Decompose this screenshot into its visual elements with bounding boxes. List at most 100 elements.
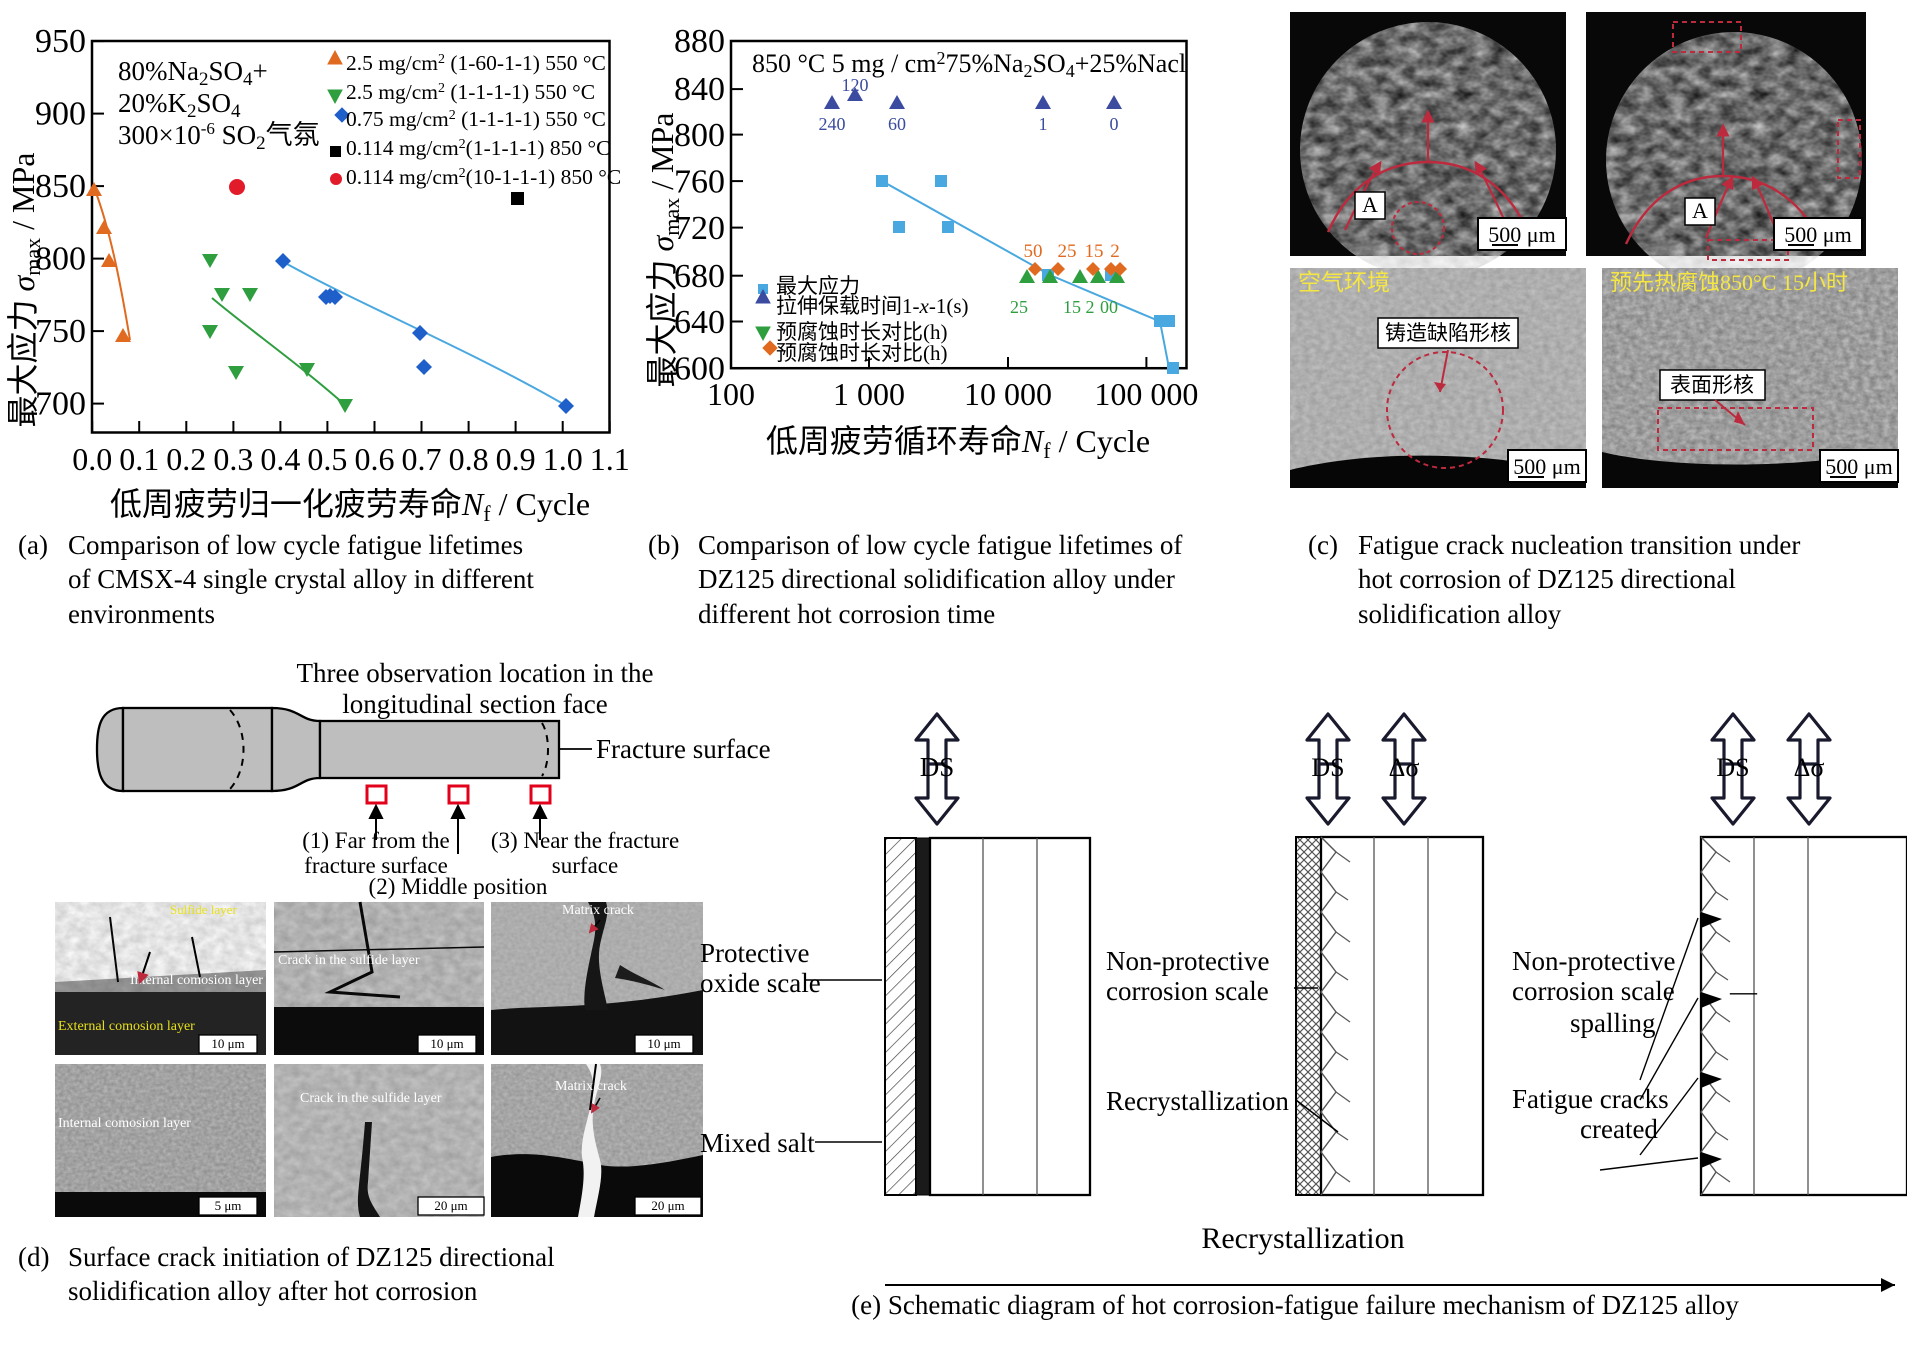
svg-text:Crack in the sulfide layer: Crack in the sulfide layer bbox=[278, 953, 420, 968]
svg-text:1.0: 1.0 bbox=[543, 441, 583, 477]
svg-text:Crack in the sulfide layer: Crack in the sulfide layer bbox=[300, 1091, 442, 1106]
svg-text:0.114 mg/cm2(1-1-1-1) 850 °C: 0.114 mg/cm2(1-1-1-1) 850 °C bbox=[346, 136, 610, 160]
svg-text:80%Na2SO4+: 80%Na2SO4+ bbox=[118, 56, 268, 90]
svg-text:00: 00 bbox=[1100, 297, 1118, 317]
svg-text:760: 760 bbox=[674, 164, 725, 201]
svg-text:500 μm: 500 μm bbox=[1513, 454, 1580, 479]
svg-text:50: 50 bbox=[1024, 241, 1043, 262]
svg-text:25: 25 bbox=[1058, 241, 1077, 262]
svg-text:900: 900 bbox=[35, 96, 86, 133]
svg-text:DS: DS bbox=[1716, 753, 1749, 782]
svg-text:预腐蚀时长对比(h): 预腐蚀时长对比(h) bbox=[776, 341, 948, 365]
svg-text:corrosion scale: corrosion scale bbox=[1512, 976, 1675, 1006]
svg-text:640: 640 bbox=[674, 304, 725, 341]
svg-text:800: 800 bbox=[674, 117, 725, 154]
svg-text:880: 880 bbox=[674, 23, 725, 60]
svg-text:oxide scale: oxide scale bbox=[700, 968, 821, 998]
svg-text:0.3: 0.3 bbox=[213, 441, 253, 477]
svg-text:680: 680 bbox=[674, 258, 725, 295]
svg-text:Internal comosion layer: Internal comosion layer bbox=[130, 973, 263, 988]
svg-text:750: 750 bbox=[35, 313, 86, 350]
svg-text:950: 950 bbox=[35, 23, 86, 60]
svg-text:850 °C 5 mg / cm275%Na2SO4+25: 850 °C 5 mg / cm275%Na2SO4+25%Nacl bbox=[752, 48, 1186, 81]
svg-text:External comosion layer: External comosion layer bbox=[58, 1019, 195, 1034]
svg-text:Matrix crack: Matrix crack bbox=[555, 1079, 627, 1094]
svg-text:空气环境: 空气环境 bbox=[1298, 270, 1390, 295]
svg-text:500 μm: 500 μm bbox=[1825, 454, 1892, 479]
svg-text:预先热腐蚀850°C 15小时: 预先热腐蚀850°C 15小时 bbox=[1610, 270, 1848, 295]
svg-text:Internal comosion layer: Internal comosion layer bbox=[58, 1116, 191, 1131]
svg-text:DS: DS bbox=[920, 752, 955, 782]
svg-text:0: 0 bbox=[1110, 114, 1119, 134]
svg-text:2: 2 bbox=[1110, 241, 1120, 262]
svg-text:Recrystallization: Recrystallization bbox=[1201, 1222, 1404, 1255]
svg-text:0.2: 0.2 bbox=[166, 441, 206, 477]
svg-text:0.0: 0.0 bbox=[72, 441, 112, 477]
svg-text:Recrystallization: Recrystallization bbox=[1106, 1086, 1289, 1116]
svg-text:DS: DS bbox=[1311, 753, 1344, 782]
svg-text:低周疲劳循环寿命Nf / Cycle: 低周疲劳循环寿命Nf / Cycle bbox=[766, 423, 1150, 463]
svg-text:1.1: 1.1 bbox=[590, 441, 630, 477]
svg-text:—: — bbox=[1729, 976, 1758, 1006]
svg-text:700: 700 bbox=[35, 386, 86, 423]
svg-text:0.9: 0.9 bbox=[496, 441, 536, 477]
svg-text:0.4: 0.4 bbox=[260, 441, 300, 477]
svg-text:0.5: 0.5 bbox=[307, 441, 347, 477]
svg-text:0.6: 0.6 bbox=[355, 441, 395, 477]
svg-text:10 μm: 10 μm bbox=[211, 1036, 244, 1051]
svg-text:低周疲劳归一化疲劳寿命Nf / Cycle: 低周疲劳归一化疲劳寿命Nf / Cycle bbox=[110, 486, 590, 526]
svg-text:2.5 mg/cm2 (1-60-1-1) 550 °C: 2.5 mg/cm2 (1-60-1-1) 550 °C bbox=[346, 51, 606, 75]
svg-text:2: 2 bbox=[1086, 297, 1095, 317]
svg-text:拉伸保载时间1-x-1(s): 拉伸保载时间1-x-1(s) bbox=[776, 294, 968, 318]
svg-text:500 μm: 500 μm bbox=[1488, 222, 1555, 247]
svg-text:表面形核: 表面形核 bbox=[1670, 373, 1754, 397]
svg-text:0.114 mg/cm2(10-1-1-1) 850 °C: 0.114 mg/cm2(10-1-1-1) 850 °C bbox=[346, 165, 621, 189]
svg-text:Three observation location in: Three observation location in the bbox=[297, 658, 654, 688]
svg-text:60: 60 bbox=[888, 114, 906, 134]
svg-text:10 μm: 10 μm bbox=[647, 1036, 680, 1051]
svg-text:1 000: 1 000 bbox=[833, 376, 905, 412]
svg-text:A: A bbox=[1692, 198, 1708, 223]
svg-text:Δσ: Δσ bbox=[1389, 753, 1420, 782]
svg-text:铸造缺陷形核: 铸造缺陷形核 bbox=[1385, 321, 1511, 345]
svg-text:(3) Near the fracture: (3) Near the fracture bbox=[491, 828, 679, 853]
svg-text:0.7: 0.7 bbox=[402, 441, 442, 477]
svg-text:100: 100 bbox=[707, 376, 755, 412]
svg-text:Sulfide layer: Sulfide layer bbox=[170, 902, 237, 917]
svg-text:created: created bbox=[1580, 1114, 1658, 1144]
svg-text:Non-protective: Non-protective bbox=[1106, 946, 1269, 976]
svg-text:spalling: spalling bbox=[1570, 1008, 1656, 1038]
svg-text:Fatigue cracks: Fatigue cracks bbox=[1512, 1084, 1669, 1114]
svg-text:10 000: 10 000 bbox=[964, 376, 1052, 412]
svg-text:(2) Middle position: (2) Middle position bbox=[369, 874, 548, 899]
svg-text:120: 120 bbox=[842, 75, 869, 95]
svg-text:Matrix crack: Matrix crack bbox=[562, 903, 634, 918]
svg-text:最大应力 σmax / MPa: 最大应力 σmax / MPa bbox=[5, 152, 45, 427]
svg-text:Δσ: Δσ bbox=[1794, 753, 1825, 782]
svg-text:840: 840 bbox=[674, 71, 725, 108]
svg-text:10 μm: 10 μm bbox=[430, 1036, 463, 1051]
svg-text:20 μm: 20 μm bbox=[651, 1198, 684, 1213]
svg-text:15: 15 bbox=[1085, 241, 1104, 262]
svg-text:25: 25 bbox=[1010, 297, 1028, 317]
svg-text:A: A bbox=[1362, 192, 1378, 217]
svg-text:15: 15 bbox=[1063, 297, 1081, 317]
svg-text:corrosion scale: corrosion scale bbox=[1106, 976, 1269, 1006]
svg-text:surface: surface bbox=[552, 853, 618, 878]
svg-text:longitudinal section face: longitudinal section face bbox=[342, 689, 607, 719]
svg-text:最大应力 σmax / MPa: 最大应力 σmax / MPa bbox=[644, 112, 684, 387]
svg-text:20%K2SO4: 20%K2SO4 bbox=[118, 88, 241, 122]
svg-text:850: 850 bbox=[35, 168, 86, 205]
svg-text:300×10-6 SO2气氛: 300×10-6 SO2气氛 bbox=[118, 119, 320, 154]
svg-text:0.75 mg/cm2 (1-1-1-1) 550 °C: 0.75 mg/cm2 (1-1-1-1) 550 °C bbox=[346, 107, 606, 131]
svg-text:(1) Far from the: (1) Far from the bbox=[302, 828, 450, 853]
svg-text:20 μm: 20 μm bbox=[434, 1198, 467, 1213]
svg-text:5 μm: 5 μm bbox=[215, 1198, 242, 1213]
svg-text:2.5 mg/cm2 (1-1-1-1) 550 °: 2.5 mg/cm2 (1-1-1-1) 550 °C bbox=[346, 80, 595, 104]
svg-text:100 000: 100 000 bbox=[1094, 376, 1198, 412]
svg-text:Non-protective: Non-protective bbox=[1512, 946, 1675, 976]
svg-text:1: 1 bbox=[1039, 114, 1048, 134]
svg-text:240: 240 bbox=[819, 114, 846, 134]
svg-text:0.8: 0.8 bbox=[449, 441, 489, 477]
svg-text:Mixed salt: Mixed salt bbox=[700, 1128, 815, 1158]
